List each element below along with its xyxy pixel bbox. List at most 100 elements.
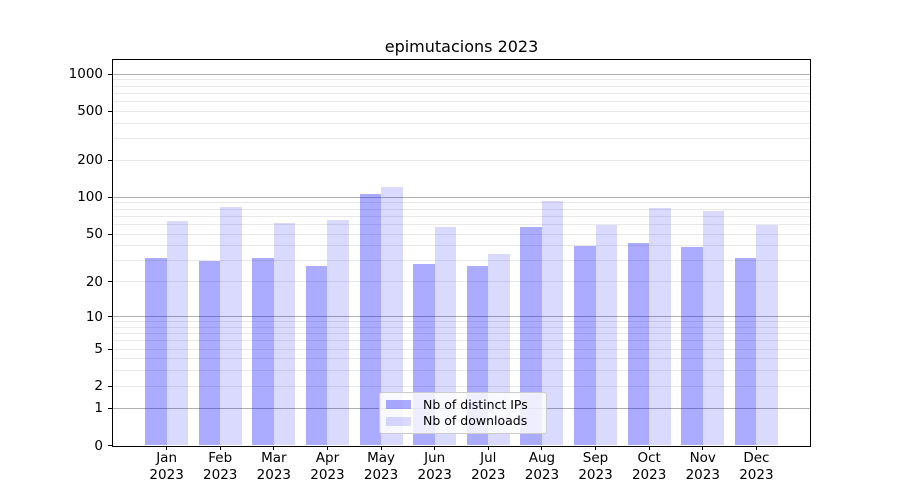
minor-gridline <box>113 100 810 102</box>
x-axis-tick-label: Aug 2023 <box>524 450 560 483</box>
x-axis-tick <box>219 446 221 450</box>
major-gridline <box>113 196 810 198</box>
x-axis-tick-label: Apr 2023 <box>310 450 345 483</box>
minor-gridline <box>113 233 810 235</box>
x-axis-tick-label: Dec 2023 <box>739 450 774 483</box>
bar-distinct-ips-oct <box>627 243 650 446</box>
y-axis-tick <box>108 110 112 112</box>
major-gridline <box>113 73 810 75</box>
bar-distinct-ips-jan <box>145 257 167 446</box>
x-axis-tick <box>166 446 168 450</box>
major-gridline <box>113 316 810 318</box>
bar-downloads-may <box>381 187 403 446</box>
minor-gridline <box>113 385 810 387</box>
bar-downloads-aug <box>541 201 564 446</box>
legend-item-downloads: Nb of downloads <box>386 414 540 428</box>
y-axis-tick-label: 20 <box>85 273 103 290</box>
bar-downloads-oct <box>649 207 671 446</box>
x-axis-tick-label: Nov 2023 <box>685 450 720 483</box>
y-axis-tick-label: 5 <box>94 341 103 358</box>
bar-downloads-sep <box>595 225 617 446</box>
minor-gridline <box>113 260 810 262</box>
minor-gridline <box>113 85 810 87</box>
minor-gridline <box>113 138 810 140</box>
bar-distinct-ips-mar <box>252 257 274 446</box>
minor-gridline <box>113 202 810 204</box>
y-axis-tick <box>108 316 112 318</box>
bar-downloads-apr <box>327 220 349 446</box>
x-axis-tick <box>434 446 436 450</box>
bar-distinct-ips-dec <box>734 257 757 446</box>
bar-downloads-jan <box>166 221 189 446</box>
y-axis-tick-label: 200 <box>77 152 103 169</box>
minor-gridline <box>113 340 810 342</box>
y-axis-tick-label: 0 <box>94 437 103 454</box>
y-axis-tick-label: 1000 <box>68 66 103 83</box>
x-axis-tick-label: Oct 2023 <box>631 450 667 483</box>
minor-gridline <box>113 79 810 81</box>
y-axis-tick <box>108 281 112 283</box>
y-axis-tick <box>108 159 112 161</box>
x-axis-tick-label: Jul 2023 <box>471 450 506 483</box>
y-axis-tick-label: 100 <box>77 189 103 206</box>
minor-gridline <box>113 208 810 210</box>
y-axis-tick-label: 500 <box>77 103 103 120</box>
x-axis-tick <box>702 446 704 450</box>
minor-gridline <box>113 358 810 360</box>
minor-gridline <box>113 245 810 247</box>
legend-item-distinct-ips: Nb of distinct IPs <box>386 396 540 412</box>
x-axis-tick <box>326 446 328 450</box>
legend-swatch-distinct-ips <box>386 400 411 410</box>
bar-downloads-dec <box>756 225 778 446</box>
y-axis-tick-label: 50 <box>85 226 103 243</box>
bar-distinct-ips-apr <box>306 266 328 446</box>
y-axis-tick <box>108 196 112 198</box>
bar-distinct-ips-nov <box>681 247 703 446</box>
minor-gridline <box>113 122 810 124</box>
x-axis-tick <box>755 446 757 450</box>
x-axis-tick <box>648 446 650 450</box>
minor-gridline <box>113 321 810 323</box>
chart-title: epimutacions 2023 <box>384 37 539 56</box>
y-axis-tick-label: 1 <box>94 400 103 417</box>
y-axis-tick <box>108 407 112 409</box>
x-axis-tick-label: Sep 2023 <box>578 450 613 483</box>
y-axis-tick <box>108 445 112 446</box>
minor-gridline <box>113 281 810 283</box>
x-axis-tick-label: Jun 2023 <box>417 450 452 483</box>
x-axis-tick <box>273 446 275 450</box>
bar-downloads-feb <box>220 206 242 446</box>
x-axis-tick <box>541 446 543 450</box>
x-axis-tick-label: May 2023 <box>363 450 399 483</box>
bar-distinct-ips-aug <box>520 227 542 446</box>
x-axis-tick <box>487 446 489 450</box>
y-axis-tick <box>108 385 112 387</box>
bar-downloads-nov <box>702 210 725 446</box>
x-axis-tick <box>380 446 382 450</box>
legend-label-downloads: Nb of downloads <box>423 413 528 429</box>
minor-gridline <box>113 92 810 94</box>
bar-downloads-jun <box>434 227 457 446</box>
y-axis-tick-label: 2 <box>94 378 103 395</box>
bar-downloads-mar <box>273 222 296 446</box>
x-axis-tick-label: Mar 2023 <box>256 450 292 483</box>
minor-gridline <box>113 159 810 161</box>
minor-gridline <box>113 348 810 350</box>
legend-label-distinct-ips: Nb of distinct IPs <box>423 396 528 412</box>
minor-gridline <box>113 370 810 372</box>
minor-gridline <box>113 326 810 328</box>
legend-swatch-downloads <box>386 416 411 426</box>
x-axis-tick-label: Feb 2023 <box>203 450 238 483</box>
minor-gridline <box>113 223 810 225</box>
y-axis-tick <box>108 73 112 75</box>
legend: Nb of distinct IPs Nb of downloads <box>379 392 547 434</box>
x-axis-tick-label: Jan 2023 <box>149 450 184 483</box>
bar-distinct-ips-may <box>359 194 382 446</box>
y-axis-tick <box>108 233 112 235</box>
bar-distinct-ips-feb <box>198 260 221 446</box>
bar-distinct-ips-sep <box>574 245 596 446</box>
minor-gridline <box>113 110 810 112</box>
minor-gridline <box>113 215 810 217</box>
y-axis-tick <box>108 348 112 350</box>
